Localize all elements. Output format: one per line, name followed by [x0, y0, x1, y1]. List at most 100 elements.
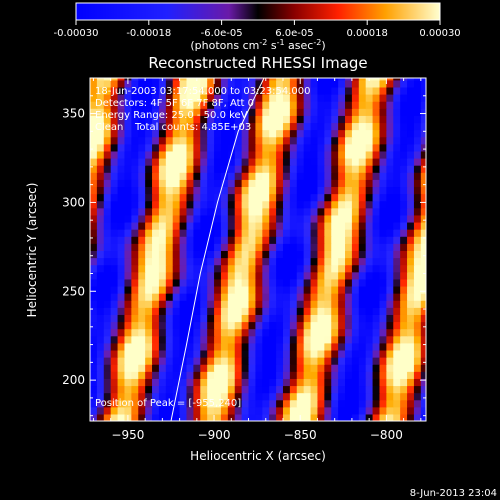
- heatmap-cell: [255, 86, 263, 95]
- heatmap-cell: [386, 285, 394, 294]
- heatmap-cell: [248, 342, 257, 351]
- heatmap-cell: [407, 207, 415, 216]
- heatmap-cell: [345, 150, 353, 159]
- heatmap-cell: [90, 300, 98, 308]
- heatmap-cell: [117, 93, 126, 102]
- heatmap-cell: [310, 342, 319, 351]
- heatmap-cell: [145, 172, 153, 180]
- heatmap-cell: [345, 293, 353, 301]
- heatmap-cell: [317, 257, 325, 266]
- heatmap-cell: [96, 122, 105, 131]
- heatmap-cell: [186, 79, 194, 88]
- heatmap-cell: [110, 328, 119, 337]
- heatmap-cell: [351, 399, 360, 408]
- heatmap-cell: [214, 314, 222, 323]
- heatmap-cell: [131, 392, 139, 401]
- heatmap-cell: [276, 371, 284, 379]
- heatmap-cell: [207, 399, 215, 408]
- heatmap-cell: [234, 271, 243, 280]
- heatmap-cell: [413, 349, 422, 358]
- heatmap-cell: [338, 300, 346, 308]
- heatmap-cell: [145, 300, 153, 308]
- heatmap-cell: [338, 79, 346, 88]
- heatmap-cell: [124, 278, 132, 287]
- heatmap-cell: [179, 108, 188, 116]
- heatmap-cell: [400, 300, 408, 308]
- heatmap-cell: [124, 300, 132, 308]
- heatmap-cell: [138, 78, 146, 81]
- heatmap-cell: [152, 392, 160, 401]
- heatmap-cell: [345, 371, 353, 379]
- heatmap-cell: [131, 150, 139, 159]
- heatmap-cell: [338, 392, 346, 401]
- heatmap-cell: [358, 285, 367, 294]
- heatmap-cell: [303, 172, 312, 180]
- heatmap-cell: [145, 207, 153, 216]
- heatmap-cell: [145, 236, 153, 244]
- heatmap-cell: [379, 399, 387, 408]
- heatmap-cell: [200, 371, 208, 379]
- heatmap-cell: [200, 321, 208, 330]
- heatmap-cell: [407, 392, 415, 401]
- heatmap-cell: [324, 385, 332, 394]
- heatmap-cell: [96, 165, 105, 173]
- heatmap-cell: [269, 271, 277, 280]
- heatmap-cell: [372, 79, 381, 88]
- heatmap-cell: [282, 257, 291, 266]
- heatmap-cell: [96, 271, 105, 280]
- heatmap-cell: [234, 243, 243, 251]
- heatmap-cell: [289, 328, 298, 337]
- heatmap-cell: [324, 392, 332, 401]
- heatmap-cell: [117, 271, 126, 280]
- heatmap-cell: [214, 243, 222, 251]
- heatmap-cell: [393, 328, 401, 337]
- heatmap-cell: [124, 214, 132, 223]
- heatmap-cell: [372, 321, 381, 330]
- heatmap-cell: [269, 406, 277, 415]
- heatmap-cell: [331, 108, 339, 116]
- heatmap-cell: [262, 221, 270, 230]
- heatmap-cell: [234, 79, 243, 88]
- heatmap-cell: [200, 143, 208, 152]
- heatmap-cell: [289, 86, 298, 95]
- heatmap-cell: [200, 300, 208, 308]
- heatmap-cell: [400, 278, 408, 287]
- heatmap-cell: [289, 221, 298, 230]
- heatmap-cell: [400, 115, 408, 124]
- annotation-energy: Energy Range: 25.0 - 50.0 keV: [95, 110, 248, 121]
- heatmap-cell: [220, 293, 229, 301]
- heatmap-cell: [158, 250, 167, 259]
- heatmap-cell: [351, 328, 360, 337]
- heatmap-cell: [131, 364, 139, 372]
- heatmap-cell: [152, 78, 160, 81]
- heatmap-cell: [351, 278, 360, 287]
- heatmap-cell: [248, 243, 257, 251]
- heatmap-cell: [241, 157, 250, 166]
- heatmap-cell: [413, 285, 422, 294]
- heatmap-cell: [96, 250, 105, 259]
- heatmap-cell: [117, 293, 126, 301]
- heatmap-cell: [310, 385, 319, 394]
- heatmap-cell: [96, 221, 105, 230]
- heatmap-cell: [276, 221, 284, 230]
- heatmap-cell: [207, 165, 215, 173]
- heatmap-cell: [207, 392, 215, 401]
- heatmap-cell: [138, 285, 146, 294]
- heatmap-cell: [296, 165, 305, 173]
- heatmap-cell: [310, 392, 319, 401]
- heatmap-cell: [186, 278, 194, 287]
- heatmap-cell: [400, 271, 408, 280]
- heatmap-cell: [131, 406, 139, 415]
- heatmap-cell: [255, 250, 263, 259]
- heatmap-cell: [158, 193, 167, 202]
- heatmap-cell: [372, 335, 381, 344]
- heatmap-cell: [365, 349, 374, 358]
- heatmap-cell: [131, 214, 139, 223]
- heatmap-cell: [393, 243, 401, 251]
- heatmap-cell: [193, 207, 201, 216]
- heatmap-cell: [262, 79, 270, 88]
- heatmap-cell: [317, 378, 325, 387]
- heatmap-cell: [303, 193, 312, 202]
- heatmap-cell: [351, 200, 360, 209]
- heatmap-cell: [152, 108, 160, 116]
